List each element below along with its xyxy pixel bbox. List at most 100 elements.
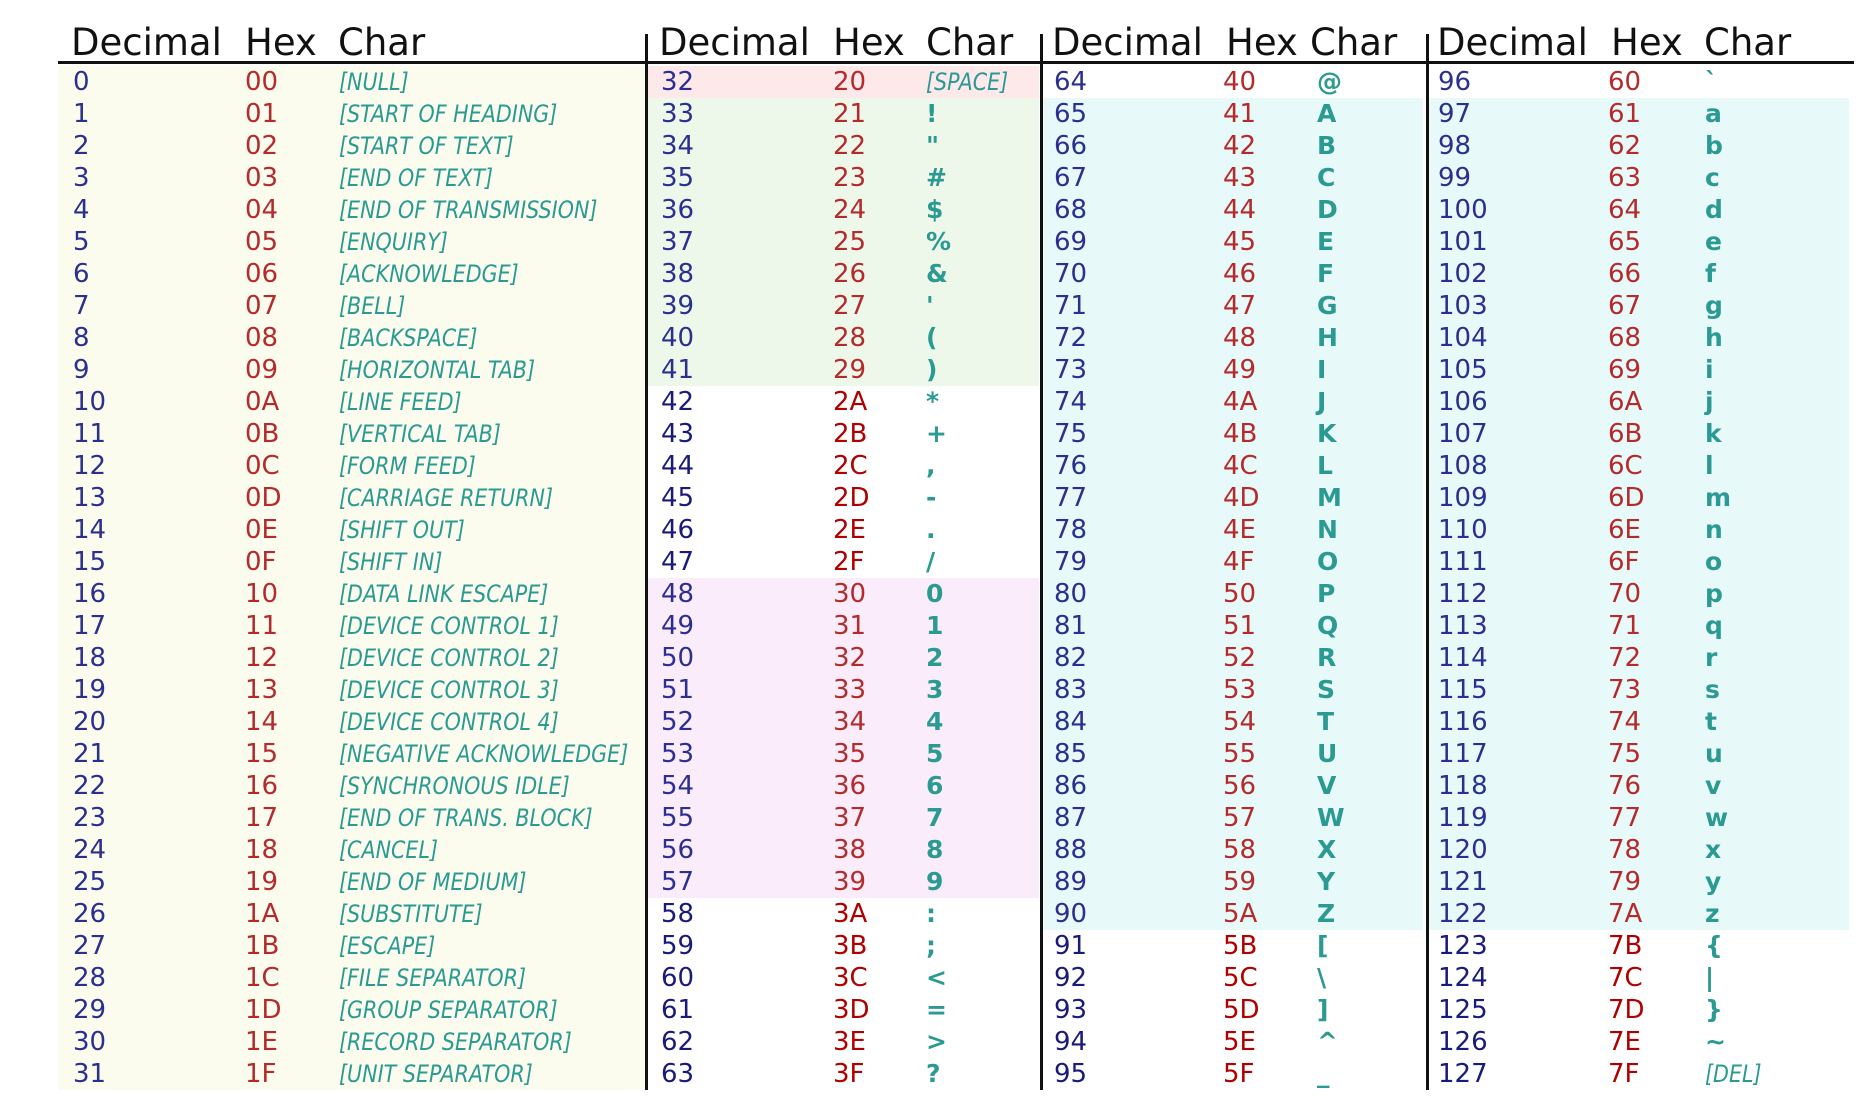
decimal-cell: 120 [1438,835,1488,865]
decimal-cell: 102 [1438,259,1488,289]
decimal-cell: 29 [73,995,107,1025]
char-name-cell: [END OF TRANSMISSION] [339,196,598,224]
decimal-cell: 101 [1438,227,1488,257]
decimal-cell: 19 [73,675,107,705]
hex-cell: 36 [833,771,867,801]
decimal-cell: 14 [73,515,107,545]
decimal-cell: 59 [661,931,695,961]
char-glyph-cell: { [1705,931,1723,960]
decimal-cell: 48 [661,579,695,609]
decimal-cell: 40 [661,323,695,353]
hex-cell: 57 [1223,803,1257,833]
char-glyph-cell: d [1705,195,1723,224]
char-glyph-cell: 6 [926,771,944,800]
char-glyph-cell: N [1317,515,1338,544]
hex-cell: 17 [245,803,279,833]
hex-cell: 7D [1608,995,1645,1025]
char-name-cell: [DEVICE CONTROL 4] [339,708,559,736]
decimal-cell: 78 [1054,515,1088,545]
hex-cell: 46 [1223,259,1257,289]
decimal-cell: 76 [1054,451,1088,481]
decimal-cell: 74 [1054,387,1088,417]
char-glyph-cell: * [926,387,940,416]
hex-cell: 63 [1608,163,1642,193]
hex-cell: 77 [1608,803,1642,833]
char-name-cell: [NEGATIVE ACKNOWLEDGE] [339,740,629,768]
decimal-cell: 112 [1438,579,1488,609]
header-decimal: Decimal [659,21,810,64]
hex-cell: 76 [1608,771,1642,801]
hex-cell: 59 [1223,867,1257,897]
char-glyph-cell: > [926,1027,947,1056]
decimal-cell: 126 [1438,1027,1488,1057]
hex-cell: 3B [833,931,868,961]
char-glyph-cell: p [1705,579,1723,608]
hex-cell: 2E [833,515,866,545]
char-glyph-cell: a [1705,99,1722,128]
hex-cell: 47 [1223,291,1257,321]
hex-cell: 1E [245,1027,278,1057]
char-glyph-cell: ( [926,323,938,352]
hex-cell: 41 [1223,99,1257,129]
char-glyph-cell: E [1317,227,1335,256]
hex-cell: 28 [833,323,867,353]
header-decimal: Decimal [71,21,222,64]
header-hex: Hex [833,21,905,64]
decimal-cell: 4 [73,195,90,225]
decimal-cell: 94 [1054,1027,1088,1057]
decimal-cell: 87 [1054,803,1088,833]
decimal-cell: 109 [1438,483,1488,513]
char-glyph-cell: O [1317,547,1339,576]
char-glyph-cell: 7 [926,803,944,832]
hex-cell: 0F [245,547,277,577]
char-glyph-cell: A [1317,99,1337,128]
decimal-cell: 57 [661,867,695,897]
lowercase-band [1429,98,1849,930]
decimal-cell: 90 [1054,899,1088,929]
char-glyph-cell: G [1317,291,1338,320]
hex-cell: 3C [833,963,868,993]
hex-cell: 79 [1608,867,1642,897]
decimal-cell: 82 [1054,643,1088,673]
hex-cell: 20 [833,67,867,97]
hex-cell: 7B [1608,931,1643,961]
char-glyph-cell: ] [1317,995,1329,1024]
char-name-cell: [DATA LINK ESCAPE] [339,580,549,608]
char-glyph-cell: c [1705,163,1720,192]
hex-cell: 7F [1608,1059,1640,1089]
hex-cell: 75 [1608,739,1642,769]
char-name-cell: [START OF TEXT] [339,132,514,160]
decimal-cell: 107 [1438,419,1488,449]
char-glyph-cell: k [1705,419,1722,448]
header-char: Char [926,21,1014,64]
char-name-cell: [LINE FEED] [339,388,462,416]
char-name-cell: [START OF HEADING] [339,100,558,128]
char-name-cell: [CARRIAGE RETURN] [339,484,554,512]
hex-cell: 3A [833,899,868,929]
hex-cell: 2A [833,387,868,417]
char-glyph-cell: - [926,483,937,512]
hex-cell: 71 [1608,611,1642,641]
hex-cell: 7A [1608,899,1643,929]
decimal-cell: 67 [1054,163,1088,193]
char-glyph-cell: F [1317,259,1335,288]
decimal-cell: 63 [661,1059,695,1089]
char-glyph-cell: # [926,163,947,192]
decimal-cell: 83 [1054,675,1088,705]
decimal-cell: 60 [661,963,695,993]
decimal-cell: 42 [661,387,695,417]
char-name-cell: [GROUP SEPARATOR] [339,996,558,1024]
decimal-cell: 85 [1054,739,1088,769]
char-glyph-cell: $ [926,195,944,224]
char-name-cell: [NULL] [339,68,409,96]
decimal-cell: 115 [1438,675,1488,705]
char-glyph-cell: K [1317,419,1337,448]
char-glyph-cell: t [1705,707,1717,736]
char-glyph-cell: w [1705,803,1729,832]
hex-cell: 5C [1223,963,1258,993]
hex-cell: 09 [245,355,279,385]
decimal-cell: 34 [661,131,695,161]
hex-cell: 4F [1223,547,1255,577]
decimal-cell: 96 [1438,67,1472,97]
hex-cell: 16 [245,771,279,801]
